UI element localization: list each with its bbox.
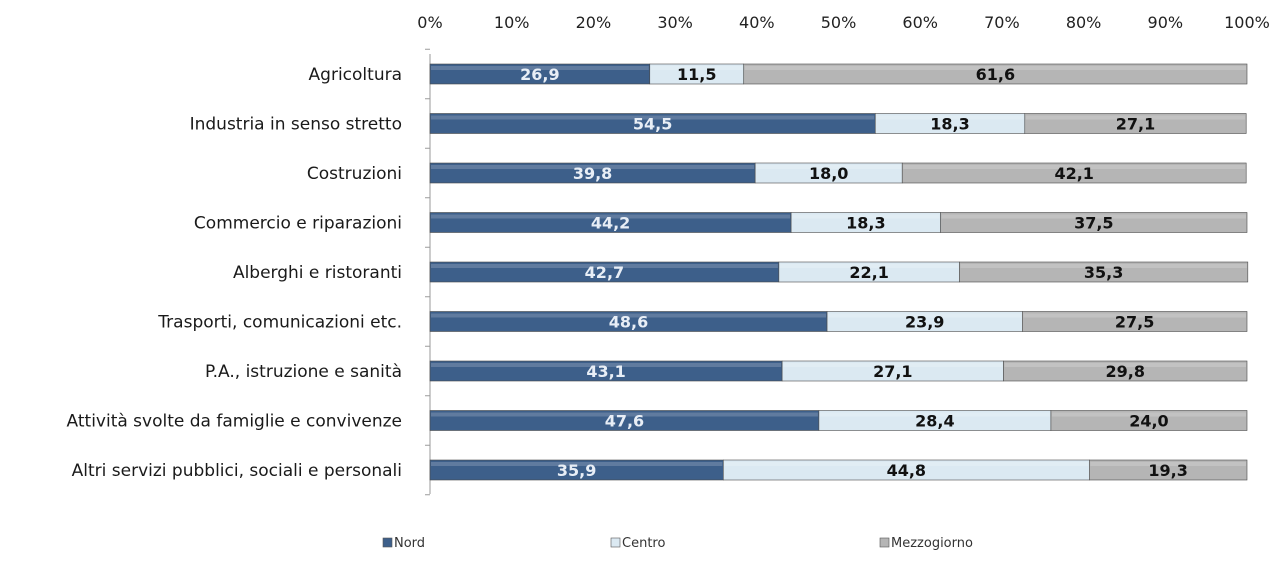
bar-segment-mezzogiorno [1022,311,1248,332]
bar-segment-highlight [1051,412,1246,417]
bar-segment-highlight [756,165,902,169]
data-label: 18,3 [846,214,885,233]
x-tick-label: 100% [1224,13,1270,32]
bar-segment-highlight [783,363,1003,367]
bar-segment-highlight [431,165,755,169]
bar-segment-highlight [724,462,1089,466]
data-label: 48,6 [609,313,648,332]
data-label: 61,6 [976,65,1015,84]
x-axis-ticks: 0% 10% 20% 30% 40% 50% 60% 70% 80% 90% 100% [417,13,1270,496]
bar-segment-mezzogiorno [901,162,1247,184]
legend: Nord Centro Mezzogiorno [382,536,973,551]
data-label: 27,1 [873,362,912,381]
category-label: Altri servizi pubblici, sociali e person… [72,461,402,481]
category-label: Attività svolte da famiglie e convivenze [67,412,402,432]
bar-segment-highlight [828,313,1022,318]
data-label: 42,7 [585,263,624,282]
data-label: 26,9 [520,65,559,84]
data-label: 54,5 [633,115,672,134]
bar-segment-highlight [431,412,818,417]
legend-swatch-mezzogiorno [879,537,890,548]
legend-label: Centro [622,536,665,551]
legend-swatch-nord [382,537,393,548]
data-label: 27,5 [1115,313,1154,332]
data-label: 18,0 [809,164,848,183]
bar-segment-mezzogiorno [1050,410,1248,431]
category-label: P.A., istruzione e sanità [205,362,402,382]
bar-segment-highlight [1023,313,1246,318]
bar-segment-mezzogiorno [1003,360,1248,382]
data-label: 35,9 [557,461,596,480]
bar-segment-mezzogiorno [940,212,1248,233]
data-label: 22,1 [849,263,888,282]
data-label: 27,1 [1116,115,1155,134]
data-label: 23,9 [905,313,944,332]
x-tick-label: 50% [821,13,857,32]
data-label: 28,4 [915,412,954,431]
x-tick-label: 30% [657,13,693,32]
data-label: 35,3 [1084,263,1123,282]
bar-segment-highlight [960,264,1247,268]
legend-swatch-centro [610,537,621,548]
bar-segment-highlight [431,214,791,219]
data-label: 18,3 [930,115,969,134]
bar-segment-mezzogiorno [959,261,1249,283]
legend-label: Nord [394,536,425,551]
bar-segment-highlight [903,165,1246,169]
bar-segment-mezzogiorno [1089,459,1248,481]
category-label: Commercio e riparazioni [194,214,402,234]
data-label: 37,5 [1074,214,1113,233]
category-labels: Agricoltura Industria in senso stretto Cos… [67,65,402,481]
x-tick-label: 0% [417,13,442,32]
bar-segment-highlight [431,363,782,367]
data-label: 47,6 [605,412,644,431]
bar-segment-mezzogiorno [1024,113,1247,134]
data-label: 29,8 [1106,362,1145,381]
x-tick-label: 10% [494,13,530,32]
category-label: Alberghi e ristoranti [233,263,402,283]
x-tick-label: 90% [1148,13,1184,32]
data-label: 24,0 [1129,412,1168,431]
data-label: 44,2 [591,214,630,233]
data-label: 42,1 [1054,164,1093,183]
category-label: Agricoltura [309,65,402,85]
bar-segment-highlight [779,264,959,268]
bars: 26,9 11,5 61,6 54,5 18,3 27,1 39,8 18,0 42,1 44,2… [429,63,1249,481]
category-label: Trasporti, comunicazioni etc. [157,313,402,333]
data-label: 43,1 [586,362,625,381]
category-label: Industria in senso stretto [190,115,402,135]
x-tick-label: 70% [984,13,1020,32]
x-tick-label: 40% [739,13,775,32]
bar-segment-highlight [744,66,1246,70]
x-tick-label: 20% [576,13,612,32]
legend-label: Mezzogiorno [891,536,973,551]
data-label: 39,8 [573,164,612,183]
x-tick-label: 60% [902,13,938,32]
bar-segment-highlight [431,264,778,268]
data-label: 19,3 [1148,461,1187,480]
x-tick-label: 80% [1066,13,1102,32]
bar-segment-mezzogiorno [743,63,1248,85]
bar-segment-highlight [431,115,875,120]
bar-segment-highlight [431,462,723,466]
bar-segment-highlight [792,214,940,219]
bar-segment-highlight [431,66,649,70]
bar-segment-highlight [941,214,1246,219]
category-label: Costruzioni [307,164,402,184]
bar-segment-highlight [431,313,827,318]
bar-segment-highlight [876,115,1024,120]
bar-segment-highlight [1025,115,1246,120]
data-label: 11,5 [677,65,716,84]
bar-segment-highlight [1090,462,1246,466]
bar-segment-highlight [819,412,1050,417]
bar-segment-highlight [1004,363,1246,367]
data-label: 44,8 [887,461,926,480]
bar-segment-highlight [650,66,743,70]
